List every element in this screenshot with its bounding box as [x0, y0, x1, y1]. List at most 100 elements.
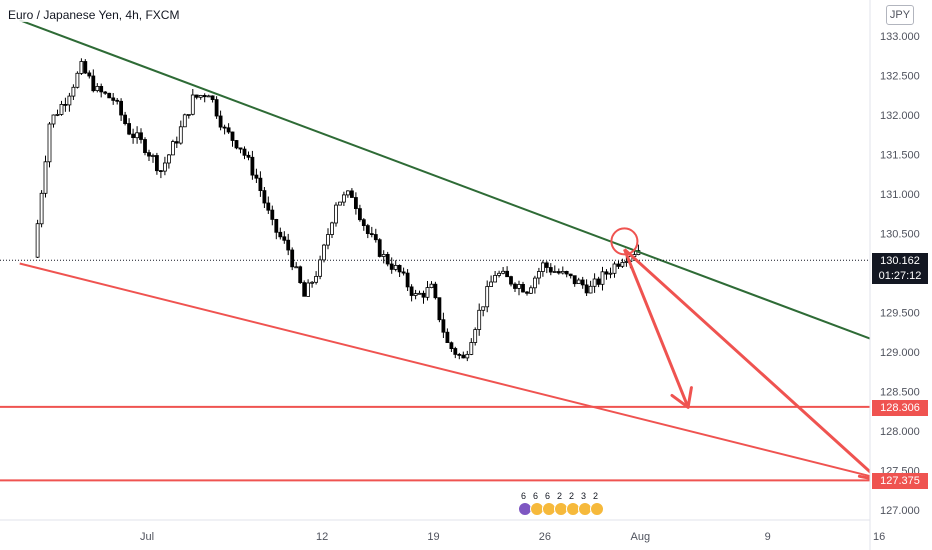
symbol-title: Euro / Japanese Yen, 4h, FXCM: [6, 8, 182, 22]
bar-countdown-tag: 01:27:12: [872, 268, 928, 284]
candle-body: [453, 348, 458, 355]
y-tick-label: 129.500: [880, 308, 920, 320]
candle-body: [330, 222, 334, 235]
candle-body: [497, 272, 502, 276]
support-level-tag: 128.306: [872, 400, 928, 416]
candle-body: [306, 282, 311, 297]
candle-body: [624, 261, 629, 263]
event-count: 6: [545, 491, 551, 501]
candle-body: [485, 286, 490, 308]
candle-body: [521, 283, 525, 293]
candle-body: [389, 263, 394, 270]
event-count: 6: [533, 491, 539, 501]
candle-body: [449, 342, 454, 350]
candle-body: [588, 285, 593, 294]
candle-body: [608, 272, 613, 275]
candle-body: [246, 154, 251, 158]
candle-body: [262, 190, 267, 204]
candle-body: [194, 94, 199, 98]
support-trendline: [19, 262, 896, 484]
event-count: 2: [569, 491, 575, 501]
candle-body: [334, 204, 338, 224]
candle-body: [409, 286, 414, 296]
candle-body: [210, 95, 215, 101]
candle-body: [135, 132, 140, 139]
candle-body: [445, 331, 450, 344]
candle-body: [568, 273, 573, 277]
candle-body: [99, 86, 104, 93]
last-price-tag: 130.162: [872, 253, 928, 269]
candle-body: [274, 218, 279, 233]
candle-body: [441, 319, 446, 333]
candle-body: [250, 156, 255, 176]
candle-body: [242, 148, 247, 156]
candle-body: [95, 86, 100, 92]
y-tick-label: 127.000: [880, 505, 920, 517]
candle-body: [620, 261, 625, 267]
candle-body: [564, 270, 569, 275]
candle-body: [266, 202, 271, 211]
candle-body: [341, 194, 346, 203]
candle-body: [421, 292, 426, 298]
candle-body: [202, 95, 207, 98]
event-count: 6: [521, 491, 527, 501]
candle-body: [91, 75, 96, 92]
candle-body: [349, 190, 354, 198]
candle-body: [505, 270, 510, 278]
candle-body: [158, 170, 163, 173]
candle-body: [322, 244, 326, 261]
candle-body: [493, 274, 498, 283]
candle-body: [425, 287, 430, 298]
event-bubble[interactable]: 2: [590, 491, 604, 518]
forecast-arrow: [623, 248, 881, 482]
candle-body: [59, 104, 64, 115]
candle-body: [405, 272, 410, 288]
candle-body: [397, 264, 402, 273]
candle-body: [457, 353, 462, 356]
candle-body: [560, 270, 565, 274]
candle-body: [310, 281, 315, 284]
candle-body: [433, 283, 438, 299]
economic-events: 6 6 6 2 2 3 2: [518, 491, 604, 522]
candle-body: [600, 271, 605, 285]
forecast-arrow: [623, 248, 690, 408]
candle-body: [365, 225, 370, 235]
event-count: 2: [557, 491, 563, 501]
x-tick-label: 12: [316, 531, 328, 543]
support-level-tag: 127.375: [872, 473, 928, 489]
candle-body: [529, 287, 533, 294]
candle-body: [525, 291, 529, 294]
candle-body: [282, 236, 287, 241]
candle-body: [83, 61, 88, 74]
candle-body: [473, 329, 478, 343]
currency-button[interactable]: JPY: [886, 5, 914, 25]
candle-body: [218, 115, 223, 128]
candle-body: [326, 234, 330, 246]
candle-body: [71, 86, 76, 97]
candle-body: [198, 95, 203, 98]
candle-body: [234, 140, 239, 149]
candle-body: [513, 283, 517, 289]
candle-body: [35, 223, 40, 258]
candle-body: [302, 282, 307, 297]
pivot-circle: [610, 227, 639, 256]
y-tick-label: 129.000: [880, 347, 920, 359]
candle-body: [314, 275, 319, 283]
candle-body: [103, 91, 108, 94]
candle-body: [174, 141, 179, 144]
candle-body: [469, 342, 474, 355]
candle-body: [43, 161, 48, 194]
candle-body: [178, 126, 183, 144]
y-tick-label: 133.000: [880, 31, 920, 43]
candle-body: [107, 92, 112, 99]
x-tick-label: Jul: [140, 531, 154, 543]
event-count: 2: [593, 491, 599, 501]
candle-body: [576, 279, 581, 284]
candle-body: [552, 271, 557, 273]
y-tick-label: 130.500: [880, 229, 920, 241]
candle-body: [373, 234, 378, 241]
candle-body: [541, 262, 545, 272]
candle-body: [537, 271, 541, 279]
candle-body: [67, 95, 72, 106]
